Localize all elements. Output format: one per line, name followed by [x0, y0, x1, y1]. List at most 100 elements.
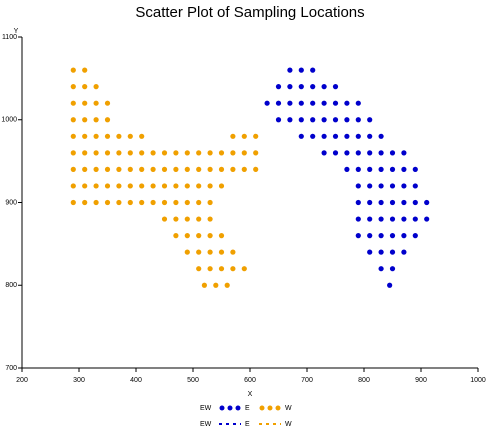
point	[139, 150, 145, 156]
point	[207, 150, 213, 156]
point	[321, 150, 327, 156]
point	[218, 150, 225, 156]
point	[161, 166, 168, 172]
point	[93, 183, 99, 189]
legend-label: W	[285, 405, 292, 412]
point	[355, 233, 361, 239]
point	[93, 100, 99, 106]
point	[310, 67, 316, 73]
point	[161, 216, 168, 222]
point	[355, 150, 361, 156]
point	[378, 166, 384, 172]
point	[207, 233, 213, 239]
point	[401, 166, 407, 172]
point	[139, 199, 145, 206]
point	[321, 100, 327, 106]
point	[139, 166, 145, 172]
point	[196, 166, 202, 172]
point	[412, 233, 418, 239]
point	[332, 150, 339, 156]
point	[378, 216, 384, 222]
point	[424, 199, 430, 206]
x-tick-label: 1000	[470, 377, 486, 384]
point	[173, 166, 179, 172]
point	[298, 117, 304, 123]
point	[355, 216, 361, 222]
point	[298, 133, 304, 139]
y-tick-label: 900	[5, 199, 17, 206]
legend-swatch	[275, 405, 281, 411]
point	[378, 133, 384, 139]
point	[184, 150, 190, 156]
point	[161, 183, 168, 189]
point	[116, 183, 122, 189]
point	[389, 199, 396, 206]
point	[344, 166, 350, 172]
point	[321, 84, 327, 90]
point	[82, 199, 88, 206]
point	[104, 117, 111, 123]
point	[116, 199, 122, 206]
point	[70, 133, 76, 139]
point	[230, 133, 236, 139]
point	[230, 150, 236, 156]
point	[378, 199, 384, 206]
point	[412, 216, 418, 222]
point	[367, 166, 373, 172]
point	[275, 84, 282, 90]
point	[389, 150, 396, 156]
point	[367, 117, 373, 123]
point	[401, 249, 407, 255]
point	[196, 150, 202, 156]
point	[298, 67, 304, 73]
point	[184, 216, 190, 222]
x-tick-label: 200	[16, 377, 28, 384]
point	[104, 183, 111, 189]
point	[287, 117, 293, 123]
point	[82, 84, 88, 90]
point	[116, 150, 122, 156]
point	[367, 199, 373, 206]
point	[401, 183, 407, 189]
point	[401, 150, 407, 156]
point	[355, 133, 361, 139]
point	[93, 166, 99, 172]
point	[401, 199, 407, 206]
point	[224, 282, 230, 288]
point	[201, 282, 207, 288]
point	[127, 166, 133, 172]
point	[207, 199, 213, 206]
point	[241, 266, 247, 272]
point	[82, 183, 88, 189]
point	[389, 216, 396, 222]
point	[230, 166, 236, 172]
point	[218, 233, 225, 239]
y-tick-label: 700	[5, 365, 17, 372]
point	[93, 84, 99, 90]
point	[82, 100, 88, 106]
point	[344, 117, 350, 123]
point	[378, 266, 384, 272]
point	[310, 117, 316, 123]
point	[196, 233, 202, 239]
point	[173, 199, 179, 206]
point	[207, 249, 213, 255]
point	[93, 133, 99, 139]
point	[139, 133, 145, 139]
point	[241, 150, 247, 156]
point	[287, 84, 293, 90]
point	[253, 133, 259, 139]
point	[355, 117, 361, 123]
point	[82, 133, 88, 139]
point	[70, 117, 76, 123]
point	[104, 199, 111, 206]
point	[378, 183, 384, 189]
point	[378, 150, 384, 156]
point	[253, 166, 259, 172]
x-axis-label: X	[248, 391, 253, 398]
point	[218, 183, 225, 189]
point	[310, 100, 316, 106]
point	[344, 100, 350, 106]
point	[332, 117, 339, 123]
